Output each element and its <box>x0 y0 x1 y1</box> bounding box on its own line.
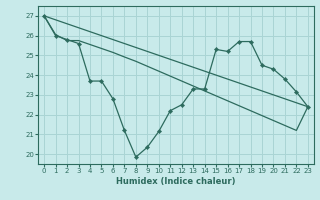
X-axis label: Humidex (Indice chaleur): Humidex (Indice chaleur) <box>116 177 236 186</box>
